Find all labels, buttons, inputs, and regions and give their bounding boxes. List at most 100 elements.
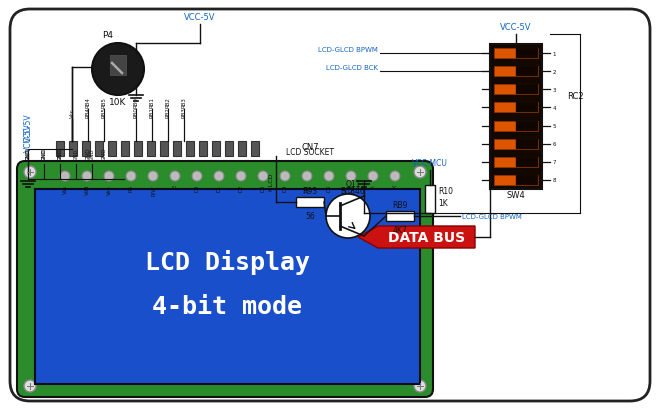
Bar xyxy=(121,142,129,157)
Circle shape xyxy=(82,172,92,182)
Text: 8: 8 xyxy=(552,178,556,183)
Bar xyxy=(296,198,324,207)
Text: D4: D4 xyxy=(282,184,288,192)
Circle shape xyxy=(258,172,268,182)
Text: D1: D1 xyxy=(217,184,221,192)
Bar xyxy=(494,67,538,77)
Text: VCC-5V: VCC-5V xyxy=(23,123,32,152)
Bar xyxy=(490,45,542,189)
Bar xyxy=(516,67,538,77)
Text: 1K: 1K xyxy=(438,198,448,207)
Bar xyxy=(238,142,246,157)
Text: E: E xyxy=(172,184,178,188)
Circle shape xyxy=(414,380,426,392)
Bar xyxy=(212,142,220,157)
Bar xyxy=(56,142,64,157)
Bar xyxy=(516,175,538,186)
Text: 2: 2 xyxy=(552,70,556,74)
Text: RB9: RB9 xyxy=(392,200,408,209)
Bar xyxy=(516,139,538,149)
Text: D0: D0 xyxy=(194,184,200,192)
Text: RB3: RB3 xyxy=(182,107,186,118)
Text: LCD-GLCD BPWM: LCD-GLCD BPWM xyxy=(462,213,522,220)
Bar xyxy=(134,142,142,157)
Bar xyxy=(95,142,103,157)
Text: GND: GND xyxy=(86,147,91,161)
Text: CN7: CN7 xyxy=(301,143,319,152)
Circle shape xyxy=(192,172,202,182)
Bar xyxy=(516,85,538,95)
Bar xyxy=(82,142,90,157)
Circle shape xyxy=(302,172,312,182)
Text: VCC-5V: VCC-5V xyxy=(23,113,32,142)
Bar xyxy=(251,142,259,157)
Text: RB1: RB1 xyxy=(149,107,154,118)
Bar xyxy=(516,157,538,167)
Circle shape xyxy=(346,172,356,182)
Text: RB4: RB4 xyxy=(86,97,91,108)
Text: RS: RS xyxy=(129,184,133,191)
Text: DATA BUS: DATA BUS xyxy=(388,230,465,245)
Bar xyxy=(494,139,538,149)
Text: P4: P4 xyxy=(103,31,113,40)
Text: GND: GND xyxy=(42,147,46,161)
Circle shape xyxy=(390,172,400,182)
Text: 1: 1 xyxy=(552,52,556,56)
Polygon shape xyxy=(358,227,475,248)
Text: GND: GND xyxy=(74,148,78,161)
Circle shape xyxy=(60,172,70,182)
Bar xyxy=(494,103,538,113)
Circle shape xyxy=(104,172,114,182)
Text: LCD-GLCD BPWM: LCD-GLCD BPWM xyxy=(318,47,378,53)
Text: GND: GND xyxy=(90,148,95,161)
Bar xyxy=(69,142,77,157)
Text: 3: 3 xyxy=(552,88,556,92)
Text: Q11: Q11 xyxy=(345,180,361,189)
Text: 6: 6 xyxy=(552,142,556,147)
Text: D5: D5 xyxy=(304,184,310,192)
Circle shape xyxy=(126,172,136,182)
Circle shape xyxy=(368,172,378,182)
Circle shape xyxy=(280,172,290,182)
Bar xyxy=(494,49,538,59)
Circle shape xyxy=(414,166,426,179)
Bar xyxy=(110,56,126,76)
Bar xyxy=(494,175,538,186)
Text: Vss: Vss xyxy=(62,184,68,193)
Text: GND: GND xyxy=(58,148,62,161)
Circle shape xyxy=(236,172,246,182)
Text: VCC-5V: VCC-5V xyxy=(501,23,532,32)
Text: D2: D2 xyxy=(239,184,243,192)
Text: D3: D3 xyxy=(261,184,265,192)
Text: Vdd: Vdd xyxy=(84,184,90,195)
Text: K-LCD: K-LCD xyxy=(269,172,274,191)
Text: GND: GND xyxy=(58,147,62,161)
Text: GND: GND xyxy=(25,148,30,161)
Text: D6: D6 xyxy=(326,184,332,192)
Circle shape xyxy=(92,44,144,96)
Circle shape xyxy=(326,195,370,238)
Bar xyxy=(425,186,435,213)
Bar xyxy=(199,142,207,157)
Bar xyxy=(516,49,538,59)
Bar xyxy=(516,121,538,131)
Text: VCC-MCU: VCC-MCU xyxy=(412,159,448,168)
Text: R/W: R/W xyxy=(151,184,156,195)
Bar xyxy=(494,85,538,95)
Text: GND: GND xyxy=(25,147,30,161)
Bar xyxy=(160,142,168,157)
Circle shape xyxy=(24,166,36,179)
Text: LCD SOCKET: LCD SOCKET xyxy=(286,148,334,157)
Text: Vcc: Vcc xyxy=(70,108,74,118)
Circle shape xyxy=(214,172,224,182)
Text: RB5: RB5 xyxy=(101,107,107,118)
Text: 56: 56 xyxy=(305,211,315,220)
Circle shape xyxy=(170,172,180,182)
Bar xyxy=(173,142,181,157)
Text: 7: 7 xyxy=(552,160,556,165)
Text: VCC-5V: VCC-5V xyxy=(184,13,215,22)
Bar xyxy=(494,121,538,131)
Text: 4: 4 xyxy=(552,106,556,111)
Text: LCD Display: LCD Display xyxy=(145,249,310,274)
Text: R10: R10 xyxy=(438,187,453,196)
